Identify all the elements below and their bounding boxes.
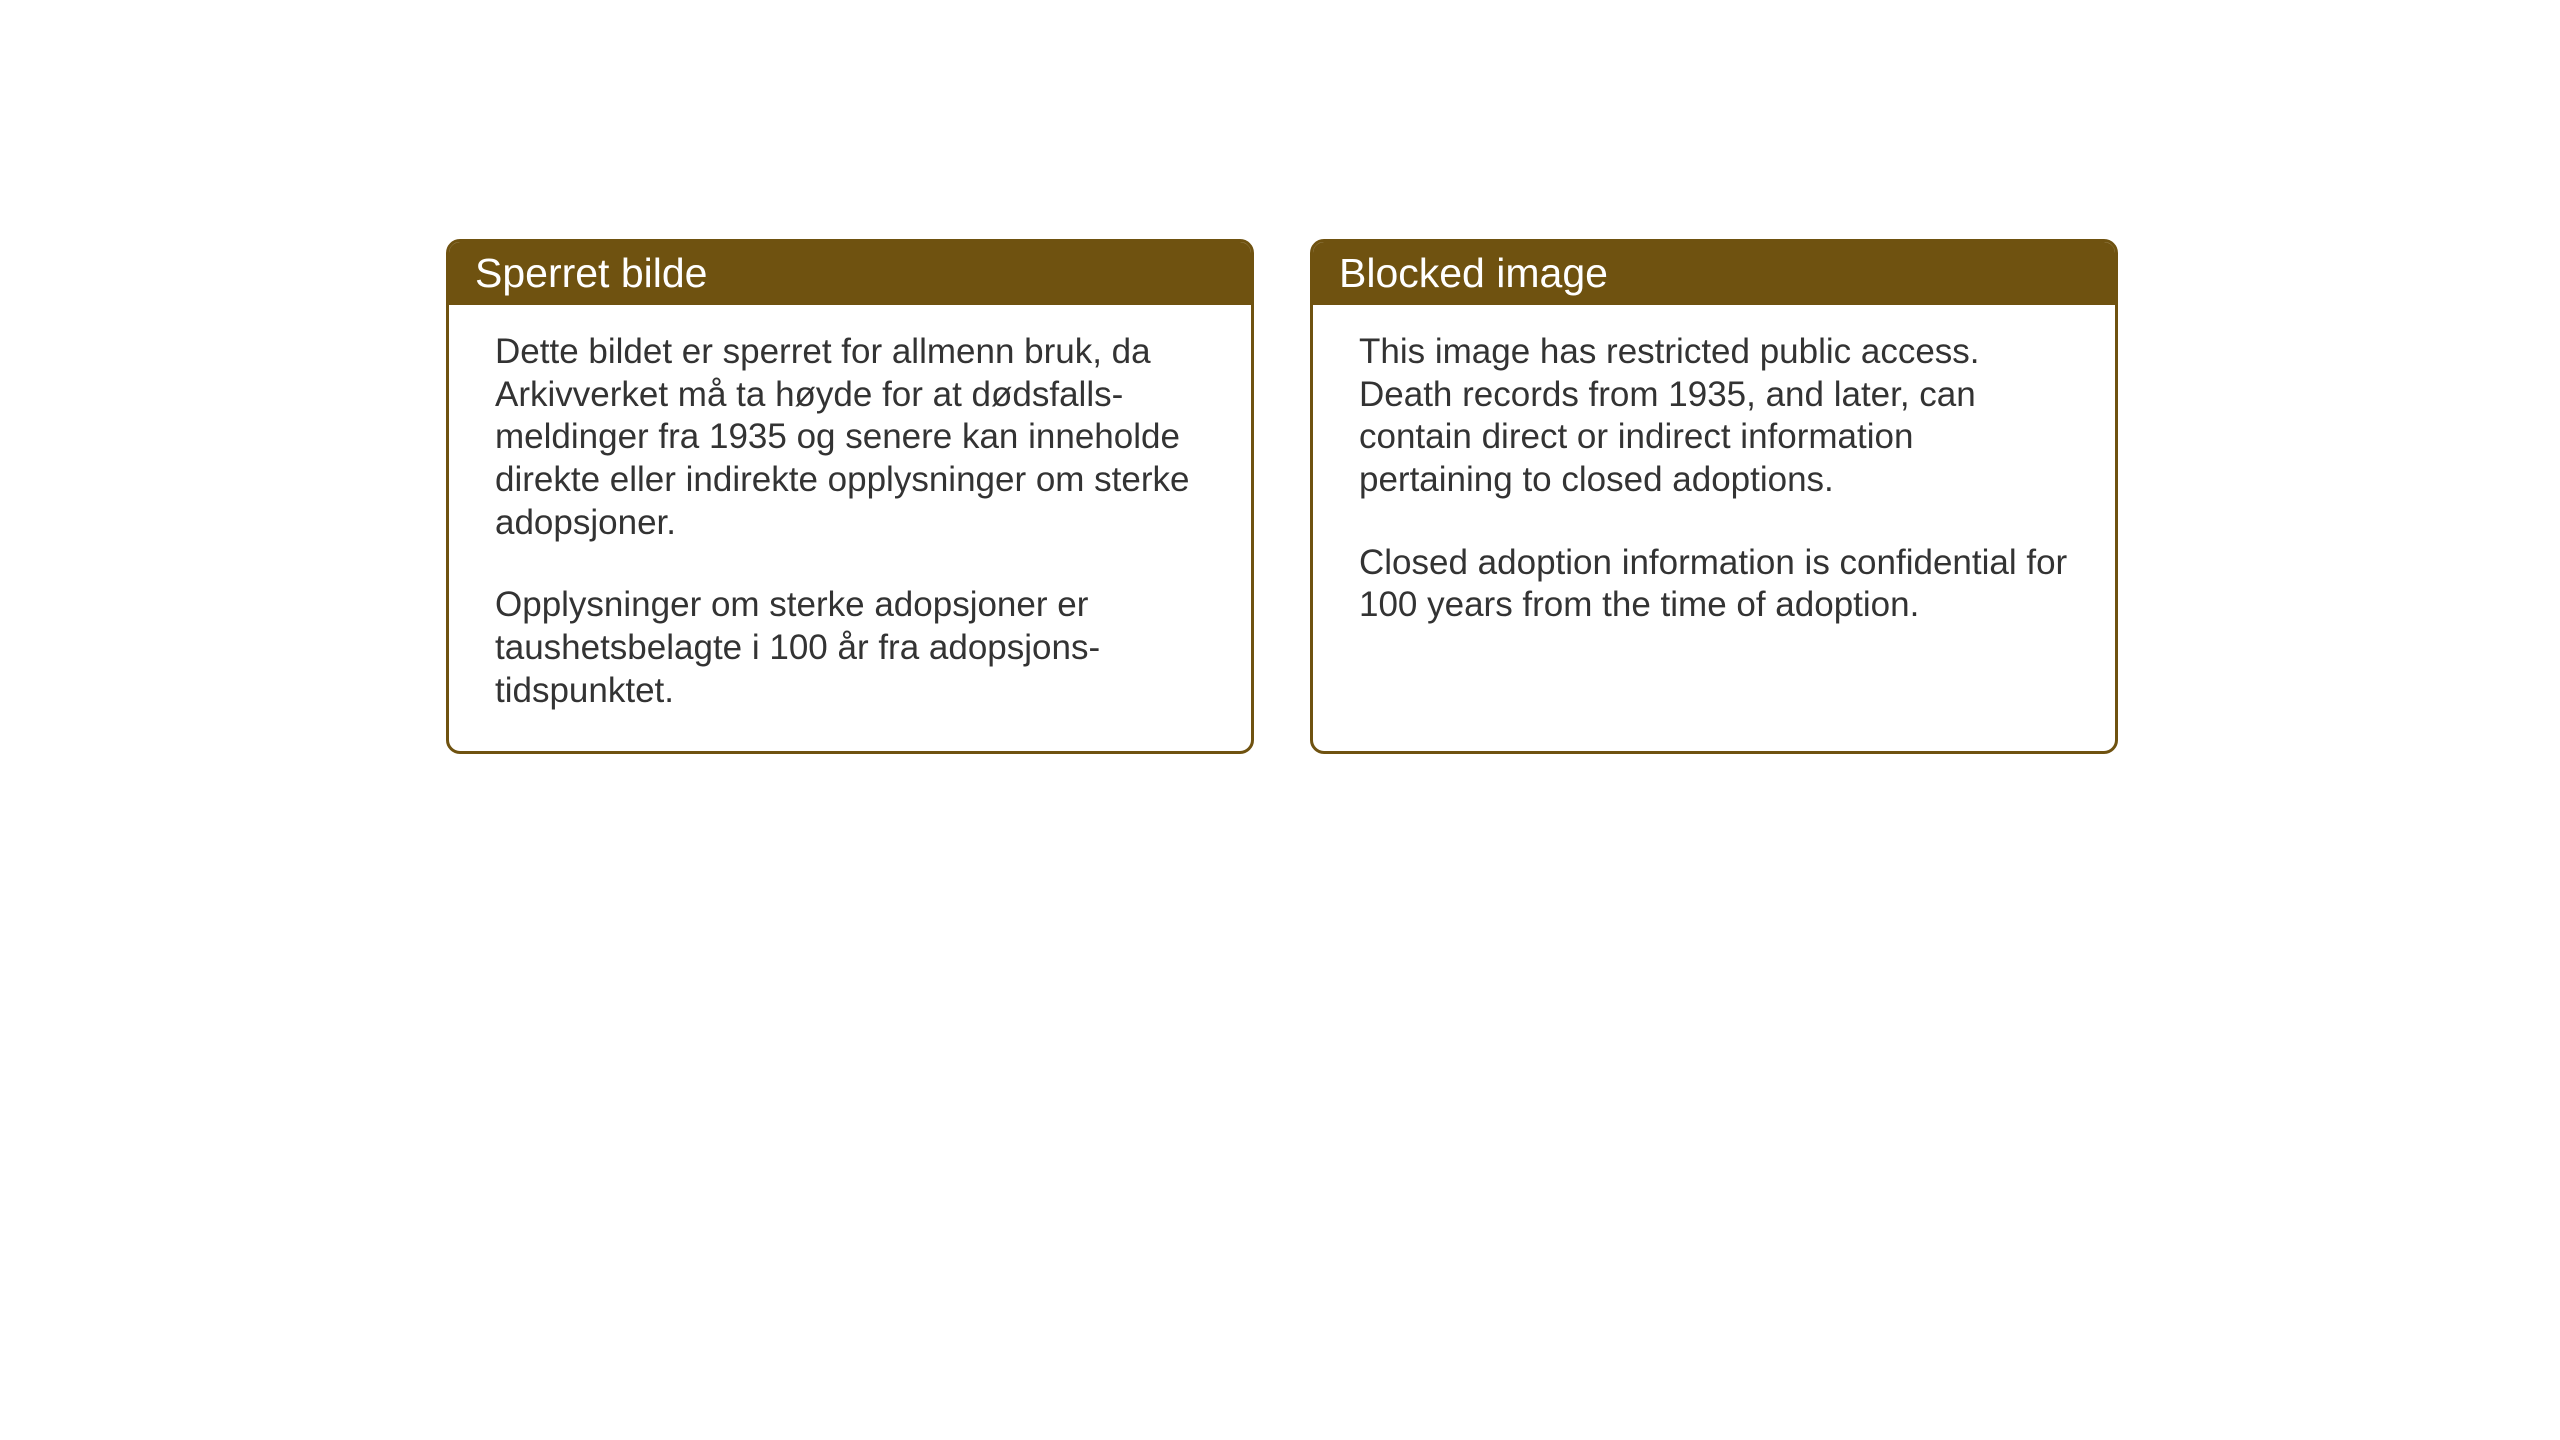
notice-paragraph: Opplysninger om sterke adopsjoner er tau… bbox=[495, 584, 1205, 712]
notice-body-norwegian: Dette bildet er sperret for allmenn bruk… bbox=[449, 305, 1251, 751]
notice-paragraph: This image has restricted public access.… bbox=[1359, 331, 2069, 502]
notice-paragraph: Dette bildet er sperret for allmenn bruk… bbox=[495, 331, 1205, 544]
notice-header-english: Blocked image bbox=[1313, 242, 2115, 305]
notice-body-english: This image has restricted public access.… bbox=[1313, 305, 2115, 665]
notice-container: Sperret bilde Dette bildet er sperret fo… bbox=[446, 239, 2118, 754]
notice-header-norwegian: Sperret bilde bbox=[449, 242, 1251, 305]
notice-box-english: Blocked image This image has restricted … bbox=[1310, 239, 2118, 754]
notice-box-norwegian: Sperret bilde Dette bildet er sperret fo… bbox=[446, 239, 1254, 754]
notice-paragraph: Closed adoption information is confident… bbox=[1359, 542, 2069, 627]
